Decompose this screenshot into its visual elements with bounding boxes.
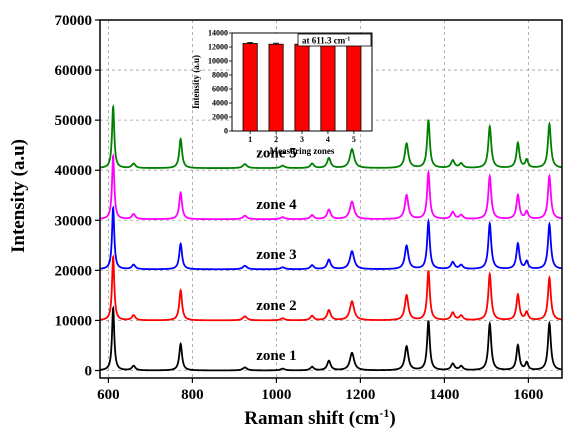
inset-title-box: at 611.3 cm-1 [297,33,372,47]
x-tick-label: 1000 [261,387,291,403]
inset-title-sup: -1 [345,37,350,43]
inset-title-text: at 611.3 cm [302,36,346,46]
inset-x-tick-label: 1 [248,135,252,144]
x-tick-label: 1200 [345,387,375,403]
inset-y-tick-label: 4000 [212,99,228,108]
series-label: zone 5 [256,146,296,162]
inset-bar [242,43,258,132]
inset-x-tick-label: 4 [326,135,330,144]
x-tick-label: 1600 [513,387,543,403]
x-tick-label: 800 [181,387,204,403]
x-axis-label: Raman shift (cm-1) [244,406,395,429]
series-label: zone 1 [256,348,296,364]
inset-y-tick-label: 10000 [208,57,228,66]
inset-x-label: Measuring zones [270,146,335,156]
series-label: zone 4 [256,197,297,213]
series-line-zone-4 [100,153,562,221]
x-tick-label: 600 [97,387,120,403]
series-label: zone 3 [256,247,296,263]
series-line-zone-3 [100,205,562,271]
series-line-zone-5 [100,104,562,169]
inset-x-tick-label: 3 [300,135,304,144]
y-axis-label: Intensity (a.u) [8,139,29,253]
x-axis-label-close: ) [389,408,395,429]
y-tick-label: 10000 [55,313,93,329]
inset-bar [346,43,362,132]
inset-title-frame [297,33,372,47]
axis-ticks: 600 800 1000 1200 1400 1600010000200003000040… [55,13,544,403]
x-tick-label: 1400 [429,387,459,403]
inset-bar [294,43,310,132]
inset-y-tick-label: 8000 [212,71,228,80]
inset-title: at 611.3 cm-1 [302,36,350,46]
y-tick-label: 20000 [55,263,93,279]
inset-y-tick-label: 6000 [212,85,228,94]
series-line-zone-1 [100,305,562,372]
inset-bar-chart: 0 2000 4000 6000 8000 10000 12000 14000 1 2 3 4 5 at… [191,29,373,156]
inset-x-tick-label: 2 [274,135,278,144]
y-tick-label: 60000 [55,63,93,79]
inset-bars: 0 2000 4000 6000 8000 10000 12000 14000 1 2 3 4 5 [208,29,362,144]
x-axis-label-text: Raman shift (cm [244,408,379,429]
y-tick-label: 30000 [55,213,93,229]
series-label: zone 2 [256,298,296,314]
inset-bar [268,43,284,132]
inset-bar [320,42,336,132]
series-line-zone-2 [100,254,562,322]
inset-y-label: Intensity (a.u) [191,55,201,109]
x-axis-label-sup: -1 [379,406,389,420]
inset-y-tick-label: 14000 [208,29,228,38]
y-tick-label: 40000 [55,163,93,179]
inset-y-tick-label: 0 [224,127,228,136]
inset-x-tick-label: 5 [352,135,356,144]
y-tick-label: 50000 [55,113,93,129]
y-tick-label: 70000 [55,13,93,29]
inset-y-tick-label: 2000 [212,113,228,122]
inset-y-tick-label: 12000 [208,43,228,52]
spectra [100,104,562,372]
y-tick-label: 0 [85,363,93,379]
plot-frame [99,19,563,379]
